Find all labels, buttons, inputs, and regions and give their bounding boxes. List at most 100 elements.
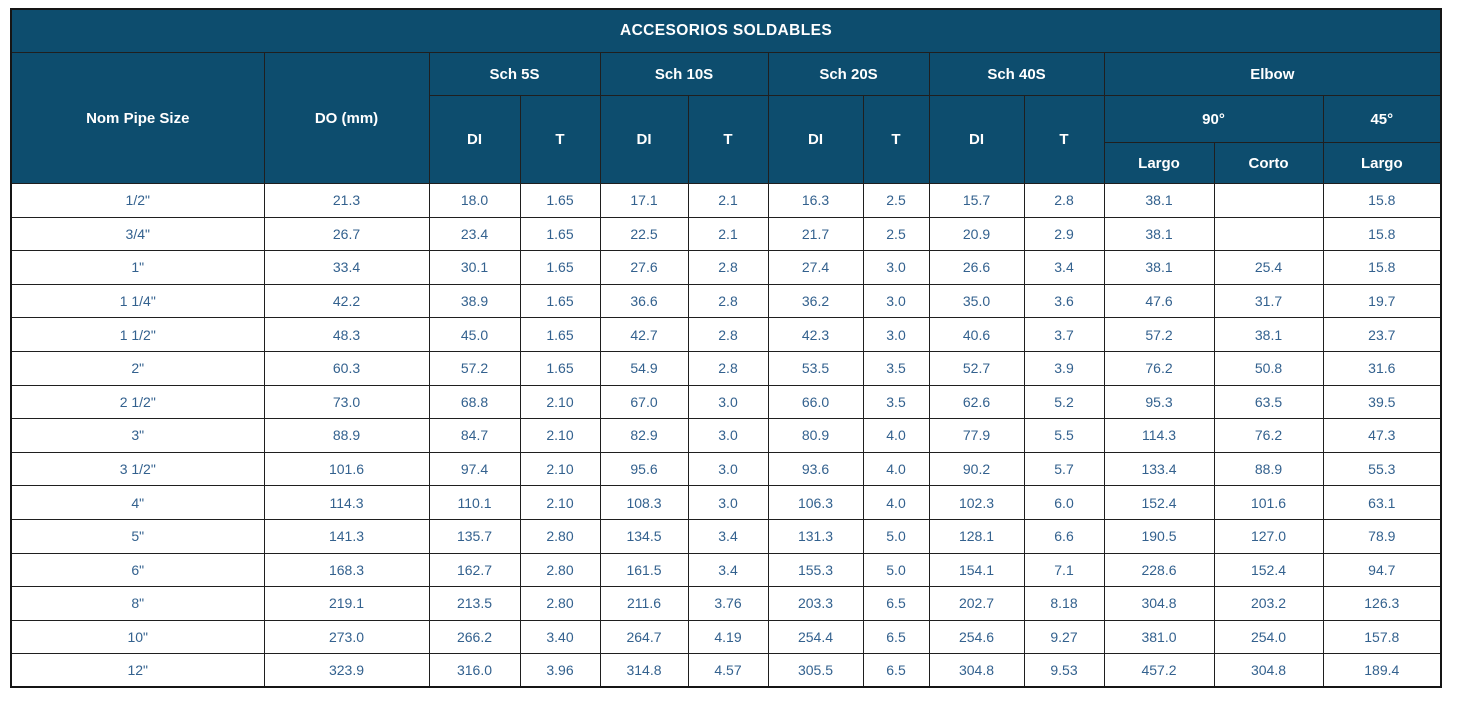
table-row: 4" 114.3 110.1 2.10 108.3 3.0 106.3 4.0 102.3 6.0… xyxy=(10,485,1442,520)
table-cell: 12" xyxy=(10,653,265,688)
col-group-sch-20s: Sch 20S xyxy=(767,52,930,96)
col-header-di-5s: DI xyxy=(428,95,521,184)
col-group-elbow-45: 45° xyxy=(1322,95,1442,143)
table-cell: 66.0 xyxy=(767,384,864,420)
table-cell: 47.3 xyxy=(1322,418,1442,453)
table-cell: 15.8 xyxy=(1322,216,1442,252)
table-cell: 4.0 xyxy=(862,451,930,487)
table-row: 3" 88.9 84.7 2.10 82.9 3.0 80.9 4.0 77.9 5.5 114.3… xyxy=(10,418,1442,453)
group-header-row: Nom Pipe Size DO (mm) Sch 5S Sch 10S Sch… xyxy=(10,52,1442,184)
table-cell: 26.6 xyxy=(928,250,1025,285)
table-cell: 18.0 xyxy=(428,183,521,218)
table-cell: 2.10 xyxy=(519,384,601,420)
table-cell: 3.0 xyxy=(687,451,769,487)
table-cell: 77.9 xyxy=(928,418,1025,453)
table-cell: 6.6 xyxy=(1023,518,1105,554)
table-cell: 55.3 xyxy=(1322,451,1442,487)
table-cell: 203.3 xyxy=(767,586,864,621)
table-cell: 15.8 xyxy=(1322,250,1442,285)
col-header-do-mm: DO (mm) xyxy=(263,52,430,184)
table-cell: 2.8 xyxy=(687,250,769,285)
table-cell: 19.7 xyxy=(1322,283,1442,319)
table-cell: 94.7 xyxy=(1322,552,1442,588)
table-cell: 36.6 xyxy=(599,283,689,319)
table-cell: 38.1 xyxy=(1103,216,1215,252)
table-cell: 2.1 xyxy=(687,216,769,252)
table-cell: 152.4 xyxy=(1213,552,1324,588)
table-row: 8" 219.1 213.5 2.80 211.6 3.76 203.3 6.5 202.7 8.… xyxy=(10,586,1442,621)
table-row: 10" 273.0 266.2 3.40 264.7 4.19 254.4 6.5 254.6 9… xyxy=(10,619,1442,655)
table-cell: 38.1 xyxy=(1213,317,1324,352)
table-cell: 2.5 xyxy=(862,183,930,218)
table-cell: 1.65 xyxy=(519,283,601,319)
table-cell: 254.4 xyxy=(767,619,864,655)
table-cell: 3.0 xyxy=(862,250,930,285)
table-cell: 52.7 xyxy=(928,350,1025,386)
table-cell: 5.7 xyxy=(1023,451,1105,487)
table-cell: 26.7 xyxy=(263,216,430,252)
table-cell: 45.0 xyxy=(428,317,521,352)
table-cell: 3.4 xyxy=(687,518,769,554)
table-row: 1 1/2" 48.3 45.0 1.65 42.7 2.8 42.3 3.0 40.6 3.7 5… xyxy=(10,317,1442,352)
table-cell: 88.9 xyxy=(1213,451,1324,487)
table-cell: 304.8 xyxy=(928,653,1025,688)
table-cell: 1 1/2" xyxy=(10,317,265,352)
table-cell: 33.4 xyxy=(263,250,430,285)
table-cell: 9.53 xyxy=(1023,653,1105,688)
col-header-di-10s: DI xyxy=(599,95,689,184)
table-row: 6" 168.3 162.7 2.80 161.5 3.4 155.3 5.0 154.1 7.1… xyxy=(10,552,1442,588)
table-cell: 3.4 xyxy=(687,552,769,588)
table-row: 1 1/4" 42.2 38.9 1.65 36.6 2.8 36.2 3.0 35.0 3.6 4… xyxy=(10,283,1442,319)
col-header-largo-45: Largo xyxy=(1322,142,1442,184)
table-cell: 190.5 xyxy=(1103,518,1215,554)
table-cell: 80.9 xyxy=(767,418,864,453)
table-cell: 273.0 xyxy=(263,619,430,655)
table-cell: 2 1/2" xyxy=(10,384,265,420)
table-cell: 76.2 xyxy=(1103,350,1215,386)
table-cell: 2.5 xyxy=(862,216,930,252)
col-header-t-20s: T xyxy=(862,95,930,184)
table-cell: 3.4 xyxy=(1023,250,1105,285)
table-cell: 1.65 xyxy=(519,183,601,218)
table-cell: 304.8 xyxy=(1103,586,1215,621)
col-header-t-40s: T xyxy=(1023,95,1105,184)
table-cell: 8" xyxy=(10,586,265,621)
table-cell: 135.7 xyxy=(428,518,521,554)
table-cell: 314.8 xyxy=(599,653,689,688)
table-cell: 2.8 xyxy=(687,283,769,319)
table-cell: 42.3 xyxy=(767,317,864,352)
col-header-t-10s: T xyxy=(687,95,769,184)
table-cell: 323.9 xyxy=(263,653,430,688)
table-cell: 157.8 xyxy=(1322,619,1442,655)
table-cell: 35.0 xyxy=(928,283,1025,319)
table-cell: 84.7 xyxy=(428,418,521,453)
table-cell: 2.1 xyxy=(687,183,769,218)
table-cell: 161.5 xyxy=(599,552,689,588)
table-cell: 213.5 xyxy=(428,586,521,621)
table-cell: 27.4 xyxy=(767,250,864,285)
table-cell: 39.5 xyxy=(1322,384,1442,420)
table-cell: 5.0 xyxy=(862,552,930,588)
table-cell: 304.8 xyxy=(1213,653,1324,688)
table-cell: 1.65 xyxy=(519,317,601,352)
col-header-di-20s: DI xyxy=(767,95,864,184)
table-cell: 3.0 xyxy=(862,283,930,319)
table-cell: 254.0 xyxy=(1213,619,1324,655)
table-cell: 219.1 xyxy=(263,586,430,621)
table-cell: 189.4 xyxy=(1322,653,1442,688)
table-cell: 162.7 xyxy=(428,552,521,588)
table-cell: 2.10 xyxy=(519,418,601,453)
table-cell: 127.0 xyxy=(1213,518,1324,554)
sub2-header-row: Largo Corto Largo xyxy=(11,142,1442,184)
table-row: 2 1/2" 73.0 68.8 2.10 67.0 3.0 66.0 3.5 62.6 5.2 9… xyxy=(10,384,1442,420)
table-cell: 97.4 xyxy=(428,451,521,487)
table-cell: 266.2 xyxy=(428,619,521,655)
table-cell: 152.4 xyxy=(1103,485,1215,520)
table-cell: 42.2 xyxy=(263,283,430,319)
table-cell: 1.65 xyxy=(519,250,601,285)
table-cell: 31.6 xyxy=(1322,350,1442,386)
table-cell: 63.5 xyxy=(1213,384,1324,420)
table-cell: 3.76 xyxy=(687,586,769,621)
table-row: 1/2" 21.3 18.0 1.65 17.1 2.1 16.3 2.5 15.7 2.8 38.… xyxy=(10,183,1442,218)
table-cell: 38.9 xyxy=(428,283,521,319)
